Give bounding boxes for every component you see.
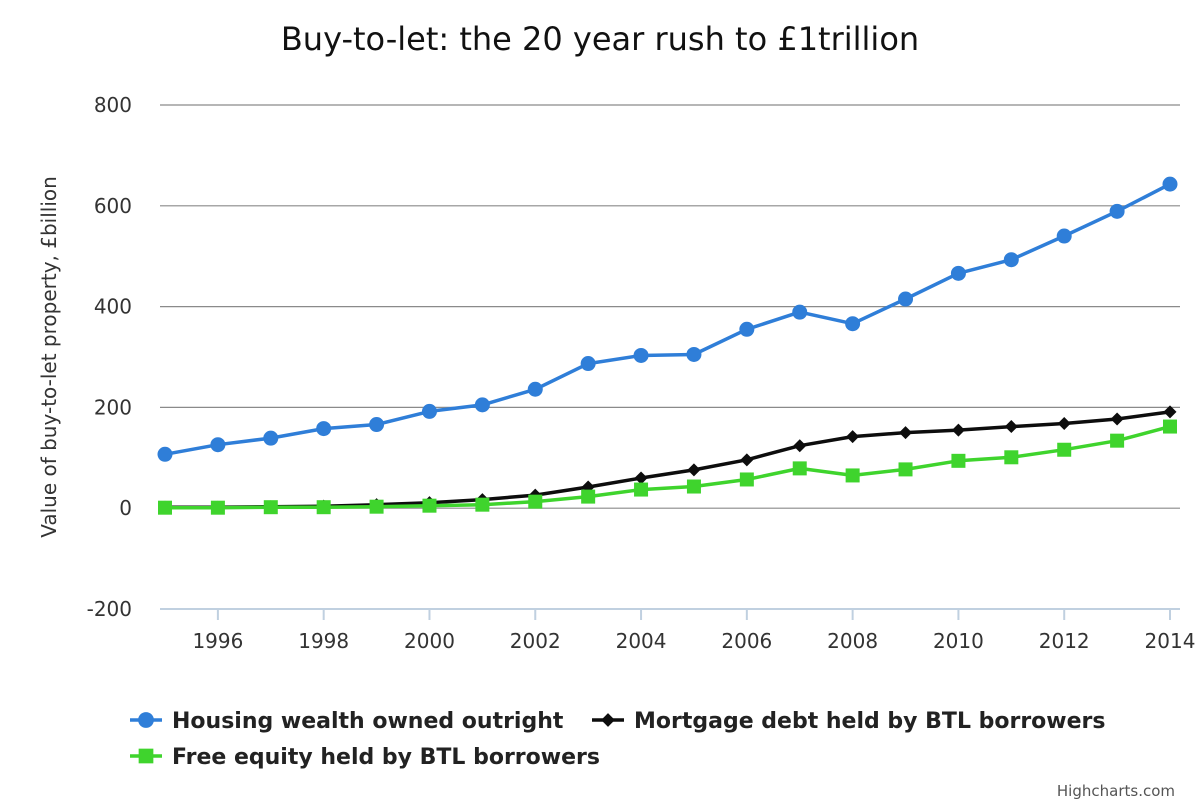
x-tick-label: 2002 xyxy=(510,629,561,653)
credits-link[interactable]: Highcharts.com xyxy=(1057,782,1175,800)
data-point-housing-wealth-owned-outright[interactable] xyxy=(633,347,649,363)
data-point-mortgage-debt-held-by-btl-borrowers[interactable] xyxy=(634,471,648,485)
x-tick-label: 2004 xyxy=(616,629,667,653)
y-axis: -200 0 200 400 600 800 xyxy=(87,93,132,621)
data-point-mortgage-debt-held-by-btl-borrowers[interactable] xyxy=(687,463,701,477)
legend-label: Housing wealth owned outright xyxy=(172,709,564,734)
x-axis: 1996 1998 2000 2002 2004 2006 2008 2010 2012 2014 xyxy=(160,608,1196,653)
data-point-free-equity-held-by-btl-borrowers[interactable] xyxy=(210,500,225,515)
data-point-housing-wealth-owned-outright[interactable] xyxy=(316,421,332,437)
y-tick-label: 600 xyxy=(94,194,132,218)
data-point-housing-wealth-owned-outright[interactable] xyxy=(1003,252,1019,268)
data-point-housing-wealth-owned-outright[interactable] xyxy=(263,430,279,446)
data-point-free-equity-held-by-btl-borrowers[interactable] xyxy=(158,500,172,515)
y-tick-label: 200 xyxy=(94,395,132,419)
data-point-mortgage-debt-held-by-btl-borrowers[interactable] xyxy=(1057,417,1071,431)
data-point-free-equity-held-by-btl-borrowers[interactable] xyxy=(263,500,278,515)
legend: Housing wealth owned outright Mortgage de… xyxy=(130,709,1106,770)
data-point-free-equity-held-by-btl-borrowers[interactable] xyxy=(581,489,596,504)
data-point-mortgage-debt-held-by-btl-borrowers[interactable] xyxy=(1163,405,1177,419)
data-point-free-equity-held-by-btl-borrowers[interactable] xyxy=(898,462,913,477)
data-point-mortgage-debt-held-by-btl-borrowers[interactable] xyxy=(899,426,913,440)
data-point-free-equity-held-by-btl-borrowers[interactable] xyxy=(686,479,701,494)
data-point-free-equity-held-by-btl-borrowers[interactable] xyxy=(316,500,331,515)
data-point-free-equity-held-by-btl-borrowers[interactable] xyxy=(1057,442,1072,457)
legend-label: Mortgage debt held by BTL borrowers xyxy=(634,709,1106,734)
x-tick-label: 2012 xyxy=(1039,629,1090,653)
data-point-mortgage-debt-held-by-btl-borrowers[interactable] xyxy=(1110,412,1124,426)
data-point-housing-wealth-owned-outright[interactable] xyxy=(845,316,861,332)
series-line-free-equity-held-by-btl-borrowers[interactable] xyxy=(163,424,1172,510)
data-point-housing-wealth-owned-outright[interactable] xyxy=(369,417,385,433)
data-point-free-equity-held-by-btl-borrowers[interactable] xyxy=(475,497,490,512)
series-mortgage-debt-held-by-btl-borrowers xyxy=(158,405,1177,514)
data-point-housing-wealth-owned-outright[interactable] xyxy=(1162,176,1178,192)
y-tick-label: 800 xyxy=(94,93,132,117)
data-point-housing-wealth-owned-outright[interactable] xyxy=(792,304,808,320)
legend-symbol[interactable] xyxy=(138,748,154,764)
data-point-free-equity-held-by-btl-borrowers[interactable] xyxy=(1110,433,1125,448)
series-free-equity-held-by-btl-borrowers xyxy=(158,419,1177,515)
legend-item-housing-wealth-owned-outright[interactable]: Housing wealth owned outright xyxy=(130,709,564,734)
series xyxy=(157,176,1178,515)
data-point-housing-wealth-owned-outright[interactable] xyxy=(1109,203,1125,219)
data-point-housing-wealth-owned-outright[interactable] xyxy=(210,437,226,453)
legend-symbol[interactable] xyxy=(601,713,615,727)
data-point-housing-wealth-owned-outright[interactable] xyxy=(686,346,702,362)
data-point-housing-wealth-owned-outright[interactable] xyxy=(474,397,490,413)
chart-title: Buy-to-let: the 20 year rush to £1trilli… xyxy=(281,20,919,58)
data-point-free-equity-held-by-btl-borrowers[interactable] xyxy=(1163,419,1177,434)
series-line-housing-wealth-owned-outright[interactable] xyxy=(163,182,1172,457)
y-tick-label: 400 xyxy=(94,295,132,319)
x-tick-label: 2008 xyxy=(827,629,878,653)
grid xyxy=(160,104,1180,509)
series-housing-wealth-owned-outright xyxy=(157,176,1178,462)
data-point-free-equity-held-by-btl-borrowers[interactable] xyxy=(369,499,384,514)
y-tick-label: -200 xyxy=(87,597,132,621)
x-tick-label: 2014 xyxy=(1145,629,1196,653)
data-point-free-equity-held-by-btl-borrowers[interactable] xyxy=(1004,450,1019,465)
data-point-mortgage-debt-held-by-btl-borrowers[interactable] xyxy=(793,439,807,453)
x-tick-label: 1998 xyxy=(298,629,349,653)
x-tick-label: 2000 xyxy=(404,629,455,653)
data-point-housing-wealth-owned-outright[interactable] xyxy=(898,291,914,307)
legend-item-mortgage-debt-held-by-btl-borrowers[interactable]: Mortgage debt held by BTL borrowers xyxy=(592,709,1106,734)
legend-item-free-equity-held-by-btl-borrowers[interactable]: Free equity held by BTL borrowers xyxy=(130,745,600,770)
data-point-mortgage-debt-held-by-btl-borrowers[interactable] xyxy=(951,423,965,437)
data-point-housing-wealth-owned-outright[interactable] xyxy=(527,381,543,397)
x-tick-label: 1996 xyxy=(192,629,243,653)
x-tick-label: 2006 xyxy=(721,629,772,653)
data-point-mortgage-debt-held-by-btl-borrowers[interactable] xyxy=(740,453,754,467)
data-point-free-equity-held-by-btl-borrowers[interactable] xyxy=(422,498,437,513)
data-point-free-equity-held-by-btl-borrowers[interactable] xyxy=(951,453,966,468)
data-point-free-equity-held-by-btl-borrowers[interactable] xyxy=(792,461,807,476)
series-line-mortgage-debt-held-by-btl-borrowers[interactable] xyxy=(163,410,1172,509)
data-point-housing-wealth-owned-outright[interactable] xyxy=(1056,228,1072,244)
data-point-housing-wealth-owned-outright[interactable] xyxy=(950,265,966,281)
data-point-mortgage-debt-held-by-btl-borrowers[interactable] xyxy=(1004,420,1018,434)
legend-label: Free equity held by BTL borrowers xyxy=(172,745,600,770)
data-point-housing-wealth-owned-outright[interactable] xyxy=(421,403,437,419)
y-tick-label: 0 xyxy=(119,496,132,520)
data-point-free-equity-held-by-btl-borrowers[interactable] xyxy=(634,482,649,497)
data-point-free-equity-held-by-btl-borrowers[interactable] xyxy=(845,468,860,483)
x-tick-label: 2010 xyxy=(933,629,984,653)
data-point-free-equity-held-by-btl-borrowers[interactable] xyxy=(528,494,543,509)
data-point-housing-wealth-owned-outright[interactable] xyxy=(739,321,755,337)
legend-symbol[interactable] xyxy=(138,712,154,728)
data-point-mortgage-debt-held-by-btl-borrowers[interactable] xyxy=(846,430,860,444)
data-point-housing-wealth-owned-outright[interactable] xyxy=(157,446,173,462)
y-axis-label: Value of buy-to-let property, £billion xyxy=(37,176,61,538)
data-point-housing-wealth-owned-outright[interactable] xyxy=(580,356,596,372)
data-point-free-equity-held-by-btl-borrowers[interactable] xyxy=(739,472,754,487)
